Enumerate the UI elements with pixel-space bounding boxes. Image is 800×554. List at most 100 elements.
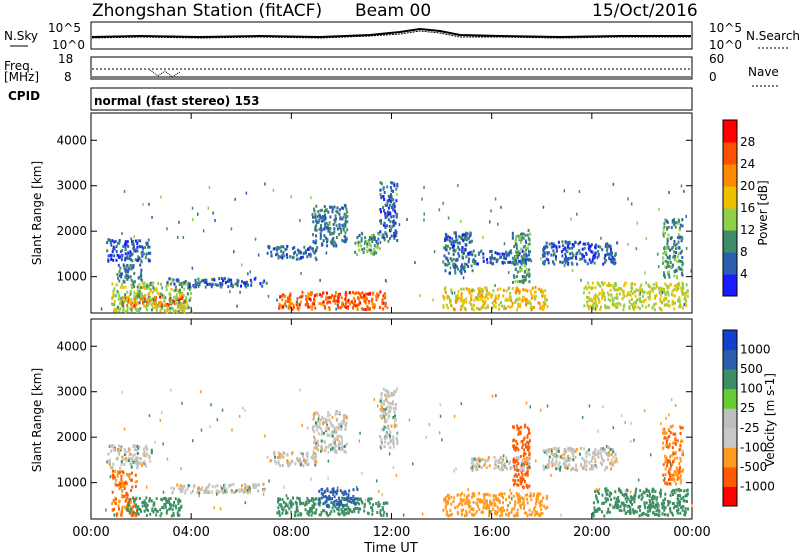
power-cell — [545, 298, 548, 302]
power-cell — [384, 302, 387, 305]
power-cell — [654, 294, 657, 298]
velocity-cell — [477, 459, 480, 463]
power-cell — [161, 286, 163, 290]
power-cell — [298, 250, 301, 254]
power-cell — [280, 249, 283, 253]
power-cell — [462, 267, 465, 271]
power-cell — [530, 296, 533, 300]
velocity-cell — [278, 513, 281, 517]
power-cell — [527, 247, 530, 250]
velocity-cell — [656, 503, 659, 507]
power-cell — [140, 286, 143, 289]
velocity-cell — [446, 499, 449, 503]
velocity-cell — [223, 484, 225, 488]
velocity-cell — [242, 490, 245, 494]
power-cell — [666, 226, 668, 230]
power-cell — [505, 250, 508, 254]
power-cell — [622, 308, 625, 312]
velocity-cell — [683, 510, 686, 514]
velocity-cell — [387, 416, 390, 420]
power-cell — [147, 258, 150, 262]
velocity-cell — [353, 497, 356, 501]
velocity-cell — [498, 500, 501, 504]
power-cell — [117, 291, 120, 295]
velocity-cell — [471, 457, 474, 461]
velocity-cell — [342, 418, 345, 422]
power-cell — [590, 250, 593, 254]
power-cell — [334, 291, 337, 294]
power-cell — [461, 255, 464, 259]
velocity-cell — [606, 492, 609, 496]
velocity-cell — [144, 464, 147, 468]
power-cell — [509, 291, 512, 295]
velocity-cell — [669, 455, 671, 459]
power-cell — [391, 203, 394, 207]
power-cell — [453, 244, 456, 248]
velocity-cell — [297, 513, 300, 517]
power-cell — [230, 282, 233, 286]
velocity-cell — [629, 508, 632, 512]
power-cell — [122, 286, 125, 289]
power-cell — [617, 301, 620, 305]
velocity-cell — [521, 479, 524, 483]
velocity-cell — [380, 438, 383, 442]
velocity-cell — [327, 514, 330, 518]
velocity-cell — [610, 453, 613, 457]
power-cell — [447, 306, 449, 310]
velocity-cell — [506, 508, 509, 512]
velocity-cell — [162, 490, 165, 494]
velocity-cell — [515, 491, 518, 495]
power-cell — [542, 205, 545, 209]
velocity-cell — [276, 511, 279, 515]
power-cell — [597, 297, 600, 301]
velocity-cell — [662, 499, 665, 503]
velocity-cell — [379, 399, 382, 403]
power-cell — [184, 279, 187, 283]
power-cell — [323, 205, 326, 209]
power-cell — [444, 269, 447, 273]
velocity-cell — [133, 501, 136, 505]
velocity-cell — [111, 502, 114, 505]
power-cell — [331, 294, 334, 298]
velocity-cell — [593, 506, 596, 510]
power-cell — [319, 293, 322, 297]
power-cell — [665, 259, 668, 263]
power-cell — [503, 261, 506, 265]
velocity-cell — [525, 511, 528, 515]
velocity-cell — [572, 468, 575, 471]
power-cell — [543, 251, 546, 255]
velocity-cell — [571, 453, 574, 457]
velocity-cell — [382, 428, 385, 432]
power-cell — [341, 238, 344, 242]
velocity-cell — [542, 496, 545, 500]
power-cell — [115, 283, 118, 287]
power-cell — [297, 308, 300, 312]
velocity-cell — [638, 514, 641, 518]
power-cell — [516, 297, 518, 301]
power-cell — [291, 247, 294, 250]
power-cell — [338, 292, 341, 296]
power-cell — [478, 290, 481, 293]
noise-right-tick-bottom: 10^0 — [709, 38, 742, 52]
power-cell — [319, 216, 322, 220]
velocity-cell — [318, 416, 320, 420]
power-cell — [679, 305, 682, 309]
power-cell — [451, 291, 453, 295]
power-cell — [132, 247, 135, 250]
power-cell — [311, 307, 314, 311]
power-cell — [487, 292, 490, 296]
power-cell — [307, 292, 310, 296]
velocity-cell — [373, 398, 376, 402]
power-cell — [177, 310, 180, 313]
power-cell — [490, 209, 492, 213]
power-cell — [168, 292, 171, 296]
power-cell — [666, 219, 669, 223]
power-cell — [136, 294, 139, 298]
power-cell — [395, 215, 398, 219]
velocity-cell — [139, 457, 142, 461]
velocity-cell — [120, 478, 123, 482]
power-cell — [314, 306, 317, 310]
velocity-cell — [479, 500, 482, 504]
velocity-cell — [662, 463, 665, 467]
velocity-cell — [108, 462, 111, 466]
